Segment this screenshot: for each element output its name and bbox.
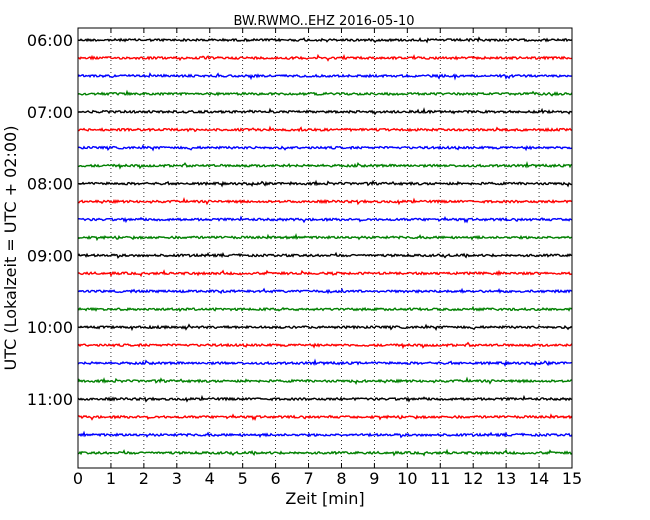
seismic-trace <box>77 36 573 44</box>
seismic-trace <box>77 89 573 97</box>
seismic-trace <box>77 233 573 242</box>
x-axis-ticks: 0 1 2 3 4 5 6 7 8 9 10 11 12 13 14 15 <box>73 28 582 488</box>
x-tick-label: 12 <box>463 469 483 488</box>
y-tick-label: 09:00 <box>27 246 73 265</box>
seismic-traces <box>77 36 573 457</box>
x-tick-label: 1 <box>106 469 116 488</box>
seismic-trace <box>77 179 573 188</box>
x-tick-label: 7 <box>303 469 313 488</box>
seismic-trace <box>77 251 573 259</box>
x-tick-label: 6 <box>271 469 281 488</box>
vertical-grid <box>110 28 540 468</box>
seismic-trace <box>77 376 573 386</box>
y-tick-label: 07:00 <box>27 103 73 122</box>
seismic-trace <box>77 269 573 278</box>
x-tick-label: 3 <box>172 469 182 488</box>
y-tick-label: 11:00 <box>27 390 73 409</box>
seismic-trace <box>77 358 573 368</box>
y-tick-label: 10:00 <box>27 318 73 337</box>
x-tick-label: 15 <box>562 469 582 488</box>
seismic-trace <box>77 125 573 133</box>
seismic-trace <box>77 160 573 170</box>
y-tick-label: 08:00 <box>27 175 73 194</box>
seismic-trace <box>77 144 573 152</box>
x-tick-label: 9 <box>369 469 379 488</box>
x-tick-label: 10 <box>397 469 417 488</box>
x-tick-label: 11 <box>430 469 450 488</box>
seismic-trace <box>77 53 573 62</box>
x-tick-label: 0 <box>73 469 83 488</box>
chart-title: BW.RWMO..EHZ 2016-05-10 <box>233 14 414 29</box>
y-axis-ticks: 06:00 07:00 08:00 09:00 10:00 11:00 <box>27 31 83 409</box>
seismic-trace <box>77 305 573 313</box>
x-tick-label: 8 <box>336 469 346 488</box>
x-tick-label: 4 <box>205 469 215 488</box>
plot-frame <box>77 27 573 469</box>
x-tick-label: 2 <box>139 469 149 488</box>
x-tick-label: 13 <box>496 469 516 488</box>
seismic-trace <box>77 287 573 295</box>
x-tick-label: 14 <box>529 469 549 488</box>
y-tick-label: 06:00 <box>27 31 73 50</box>
seismic-trace <box>77 72 573 81</box>
seismic-trace <box>77 341 573 350</box>
seismic-trace <box>77 197 573 206</box>
seismic-trace <box>77 413 573 422</box>
seismic-trace <box>77 215 573 224</box>
x-axis-label: Zeit [min] <box>285 489 364 508</box>
seismic-trace <box>77 394 573 403</box>
seismic-trace <box>77 107 573 116</box>
y-axis-label: UTC (Lokalzeit = UTC + 02:00) <box>1 126 20 371</box>
seismic-trace <box>77 430 573 439</box>
seismic-trace <box>77 448 573 457</box>
x-tick-label: 5 <box>238 469 248 488</box>
seismic-trace <box>77 323 573 332</box>
